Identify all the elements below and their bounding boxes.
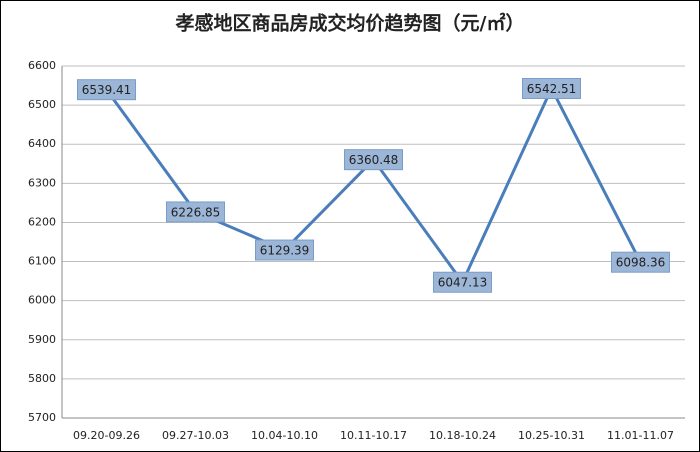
y-tick-label: 5800: [28, 372, 56, 385]
data-label: 6360.48: [344, 149, 403, 171]
data-label-box: [166, 201, 225, 223]
data-label-box: [344, 149, 403, 171]
y-tick-label: 6600: [28, 59, 56, 72]
x-tick-label: 09.20-09.26: [73, 429, 140, 442]
data-label-text: 6129.39: [260, 244, 310, 258]
data-label: 6129.39: [255, 239, 314, 261]
data-label-box: [77, 79, 136, 101]
y-tick-label: 6200: [28, 215, 56, 228]
data-label-box: [255, 239, 314, 261]
y-tick-label: 5900: [28, 333, 56, 346]
data-label-text: 6098.36: [616, 256, 666, 270]
y-tick-label: 6300: [28, 176, 56, 189]
y-tick-label: 5700: [28, 411, 56, 424]
data-label: 6047.13: [433, 271, 492, 293]
data-label-text: 6542.51: [527, 82, 577, 96]
x-tick-label: 10.25-10.31: [518, 429, 585, 442]
x-tick-label: 09.27-10.03: [162, 429, 229, 442]
data-label: 6539.41: [77, 79, 136, 101]
y-tick-label: 6000: [28, 294, 56, 307]
data-label-text: 6047.13: [438, 276, 488, 290]
y-tick-label: 6500: [28, 98, 56, 111]
x-tick-label: 10.04-10.10: [251, 429, 318, 442]
data-label-text: 6226.85: [171, 205, 221, 219]
x-tick-label: 11.01-11.07: [607, 429, 674, 442]
data-label-box: [522, 77, 581, 99]
data-label: 6226.85: [166, 201, 225, 223]
y-tick-label: 6100: [28, 255, 56, 268]
x-tick-label: 10.11-10.17: [340, 429, 407, 442]
data-label: 6542.51: [522, 77, 581, 99]
data-label-box: [611, 251, 670, 273]
data-label: 6098.36: [611, 251, 670, 273]
data-label-box: [433, 271, 492, 293]
x-tick-label: 10.18-10.24: [429, 429, 496, 442]
chart-title: 孝感地区商品房成交均价趋势图（元/㎡）: [176, 12, 525, 35]
y-tick-label: 6400: [28, 137, 56, 150]
data-label-text: 6539.41: [82, 83, 132, 97]
data-label-text: 6360.48: [349, 153, 399, 167]
